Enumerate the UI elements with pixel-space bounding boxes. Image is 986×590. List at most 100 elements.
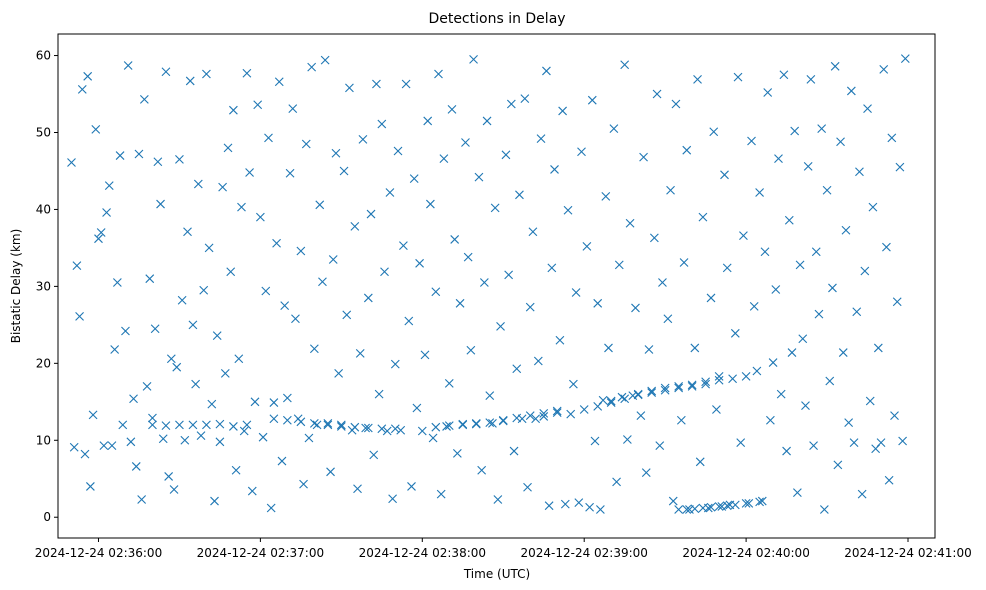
data-point [890, 411, 899, 421]
data-point [274, 77, 284, 87]
data-point [790, 126, 800, 136]
data-point [158, 434, 168, 444]
data-point [110, 345, 120, 354]
data-point [336, 422, 346, 431]
data-point [833, 460, 843, 470]
data-point [94, 234, 103, 244]
data-point [223, 143, 233, 153]
data-point [331, 148, 341, 158]
data-point [399, 241, 408, 250]
data-point [747, 136, 756, 146]
data-point [404, 316, 414, 326]
data-point [814, 309, 824, 319]
data-point [774, 154, 783, 164]
data-point [690, 343, 700, 353]
data-point [574, 498, 584, 507]
data-point [509, 446, 519, 456]
data-point [693, 75, 702, 84]
data-point [504, 270, 514, 280]
data-point [744, 498, 754, 508]
data-point [666, 185, 675, 195]
data-point [350, 221, 360, 231]
data-point [442, 422, 451, 431]
data-point [191, 379, 201, 389]
data-point [318, 277, 327, 287]
data-point [215, 437, 225, 447]
data-point [245, 168, 254, 177]
data-point [728, 374, 738, 384]
data-point [247, 486, 257, 496]
data-point [695, 457, 705, 467]
data-point [687, 380, 697, 390]
data-point [582, 241, 592, 251]
data-point [846, 86, 856, 96]
data-point [593, 298, 603, 308]
data-point [107, 441, 117, 451]
data-point [485, 418, 495, 427]
data-point [809, 441, 818, 451]
data-point [177, 295, 187, 305]
data-point [536, 134, 546, 144]
data-point [431, 422, 441, 432]
data-point [83, 71, 93, 81]
data-point [865, 396, 875, 406]
data-point [266, 503, 276, 513]
data-point [887, 133, 897, 143]
data-point [555, 335, 565, 345]
data-point [423, 116, 433, 126]
data-point [782, 446, 791, 456]
data-point [372, 79, 381, 89]
data-point [67, 158, 76, 167]
data-point [749, 302, 759, 311]
data-point [506, 99, 516, 109]
data-point [674, 382, 684, 391]
data-point [852, 307, 862, 317]
data-point [255, 212, 265, 222]
data-point [523, 482, 532, 492]
data-point [803, 161, 813, 171]
data-point [458, 420, 468, 430]
data-point [377, 424, 387, 434]
data-point [409, 174, 419, 184]
data-point [99, 441, 109, 451]
data-point [525, 302, 535, 312]
data-point [390, 424, 400, 434]
data-point [261, 286, 271, 296]
data-point [102, 208, 111, 217]
data-point [766, 415, 775, 425]
data-point [75, 312, 84, 321]
data-point [215, 419, 225, 429]
data-point [210, 496, 219, 506]
data-point [496, 322, 505, 331]
data-point [145, 274, 155, 284]
data-point [396, 425, 406, 435]
data-point [339, 166, 349, 176]
data-point [471, 419, 481, 429]
data-point [544, 501, 554, 511]
y-tick-label: 10 [36, 433, 51, 447]
data-point [720, 170, 729, 180]
data-point [250, 397, 260, 407]
data-point [137, 495, 147, 504]
data-point [291, 314, 300, 324]
data-point [479, 278, 489, 287]
data-point [175, 420, 184, 430]
data-point [72, 261, 82, 270]
data-point [776, 389, 786, 399]
data-point [242, 68, 252, 78]
data-point [771, 285, 781, 294]
data-point [164, 472, 174, 481]
data-point [309, 418, 319, 428]
data-point [709, 127, 719, 137]
data-point [706, 293, 716, 303]
data-point [706, 502, 716, 512]
x-axis-label: Time (UTC) [463, 567, 530, 581]
data-point [407, 482, 416, 491]
data-point [96, 228, 106, 237]
data-point [736, 438, 746, 447]
data-point [641, 468, 651, 477]
data-point [482, 116, 492, 126]
data-point [77, 85, 87, 94]
data-point [202, 420, 211, 430]
data-point [539, 412, 549, 421]
